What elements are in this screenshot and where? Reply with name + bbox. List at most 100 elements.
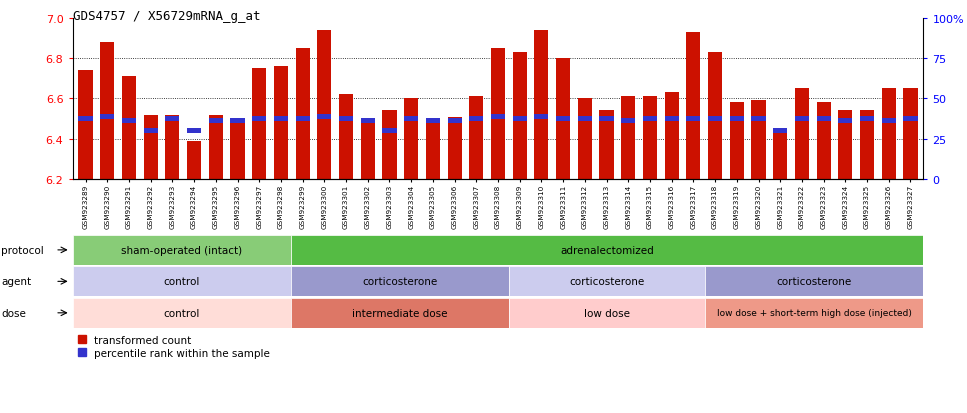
Bar xyxy=(643,97,657,180)
Bar xyxy=(187,129,201,133)
Bar xyxy=(774,133,787,180)
Bar xyxy=(209,119,222,123)
Bar xyxy=(425,119,440,180)
Text: dose: dose xyxy=(1,308,26,318)
Bar xyxy=(361,119,375,123)
Text: low dose: low dose xyxy=(584,308,630,318)
Bar xyxy=(317,31,332,180)
Bar xyxy=(425,119,440,123)
Bar xyxy=(469,117,484,121)
Bar xyxy=(144,115,158,180)
Bar xyxy=(577,117,592,121)
Bar xyxy=(144,129,158,133)
Text: control: control xyxy=(163,277,200,287)
Bar xyxy=(209,115,222,180)
Text: agent: agent xyxy=(1,277,31,287)
Bar xyxy=(291,298,509,328)
Bar xyxy=(448,119,461,123)
Bar xyxy=(816,117,831,121)
Bar xyxy=(296,49,309,180)
Bar xyxy=(860,111,874,180)
Bar xyxy=(751,101,766,180)
Bar xyxy=(291,267,509,297)
Bar xyxy=(795,117,809,121)
Bar xyxy=(621,119,635,123)
Bar xyxy=(509,267,705,297)
Bar xyxy=(230,123,245,180)
Bar xyxy=(491,49,505,180)
Text: corticosterone: corticosterone xyxy=(570,277,645,287)
Bar xyxy=(751,117,766,121)
Bar xyxy=(230,119,245,123)
Bar xyxy=(664,93,679,180)
Bar xyxy=(705,267,923,297)
Bar xyxy=(339,95,353,180)
Bar xyxy=(687,117,700,121)
Bar xyxy=(317,115,332,119)
Bar xyxy=(838,111,852,180)
Bar xyxy=(296,117,309,121)
Bar xyxy=(252,69,266,180)
Bar xyxy=(513,117,527,121)
Bar xyxy=(535,31,548,180)
Bar xyxy=(187,141,201,180)
Bar xyxy=(404,99,419,180)
Bar xyxy=(339,117,353,121)
Bar xyxy=(621,97,635,180)
Bar xyxy=(774,129,787,133)
Bar xyxy=(509,298,705,328)
Bar xyxy=(122,119,136,123)
Text: GDS4757 / X56729mRNA_g_at: GDS4757 / X56729mRNA_g_at xyxy=(73,10,260,23)
Bar xyxy=(165,115,180,180)
Bar xyxy=(687,33,700,180)
Bar xyxy=(730,103,744,180)
Bar xyxy=(448,117,461,180)
Bar xyxy=(860,117,874,121)
Text: control: control xyxy=(163,308,200,318)
Bar xyxy=(73,267,291,297)
Bar xyxy=(882,119,895,123)
Bar xyxy=(903,89,918,180)
Bar xyxy=(274,67,288,180)
Bar xyxy=(101,43,114,180)
Bar xyxy=(382,129,396,133)
Bar xyxy=(643,117,657,121)
Bar xyxy=(165,117,180,121)
Bar xyxy=(491,115,505,119)
Bar xyxy=(556,117,571,121)
Bar xyxy=(600,111,614,180)
Bar xyxy=(600,117,614,121)
Bar xyxy=(708,53,722,180)
Bar xyxy=(78,117,93,121)
Bar xyxy=(252,117,266,121)
Bar xyxy=(513,53,527,180)
Bar xyxy=(291,235,923,265)
Bar xyxy=(101,115,114,119)
Bar xyxy=(382,111,396,180)
Text: intermediate dose: intermediate dose xyxy=(352,308,448,318)
Bar xyxy=(535,115,548,119)
Bar xyxy=(882,89,895,180)
Text: low dose + short-term high dose (injected): low dose + short-term high dose (injecte… xyxy=(717,309,912,318)
Legend: transformed count, percentile rank within the sample: transformed count, percentile rank withi… xyxy=(77,335,270,358)
Bar xyxy=(705,298,923,328)
Bar xyxy=(274,117,288,121)
Text: sham-operated (intact): sham-operated (intact) xyxy=(121,245,242,255)
Bar xyxy=(708,117,722,121)
Bar xyxy=(78,71,93,180)
Text: corticosterone: corticosterone xyxy=(363,277,437,287)
Bar xyxy=(469,97,484,180)
Bar xyxy=(838,119,852,123)
Text: corticosterone: corticosterone xyxy=(777,277,852,287)
Text: protocol: protocol xyxy=(1,245,44,255)
Text: adrenalectomized: adrenalectomized xyxy=(560,245,654,255)
Bar xyxy=(903,117,918,121)
Bar xyxy=(73,298,291,328)
Bar xyxy=(73,235,291,265)
Bar xyxy=(816,103,831,180)
Bar xyxy=(556,59,571,180)
Bar xyxy=(795,89,809,180)
Bar xyxy=(404,117,419,121)
Bar xyxy=(664,117,679,121)
Bar xyxy=(361,119,375,180)
